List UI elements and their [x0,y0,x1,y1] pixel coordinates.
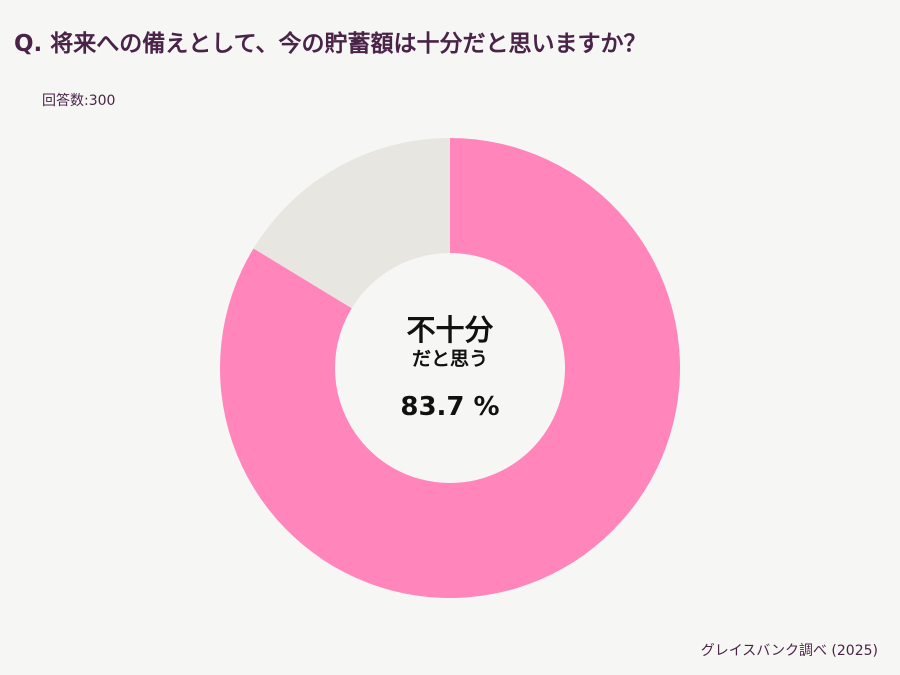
donut-segment [253,138,450,309]
respondents: 回答数:300 [42,93,116,109]
value-label: 83.7 % [400,392,500,422]
donut-segment [219,138,680,598]
source: グレイスバンク調べ (2025) [700,643,878,659]
center-label: 不十分 だと思う [406,313,494,371]
chart-title: Q. 将来への備えとして、今の貯蓄額は十分だと思いますか？ [14,31,647,57]
